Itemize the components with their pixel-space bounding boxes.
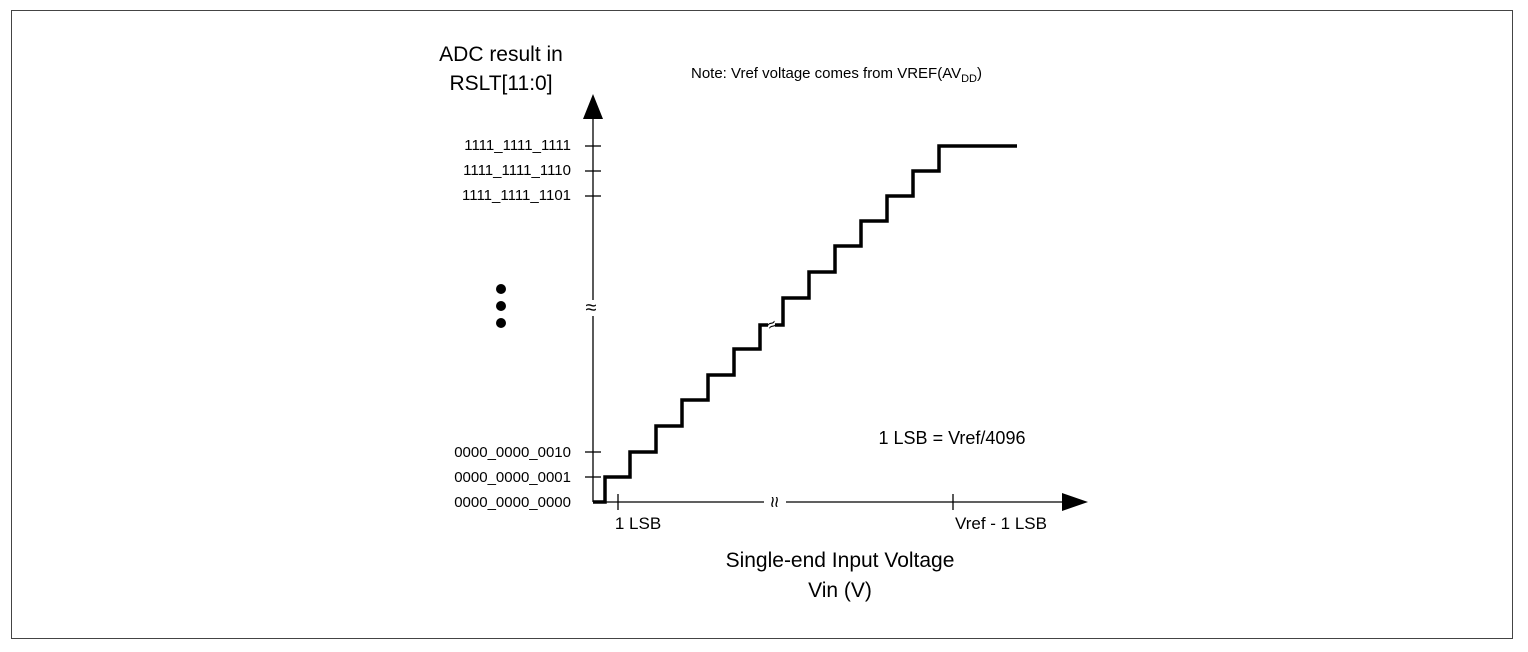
vref-note: Note: Vref voltage comes from VREF(AVDD)	[691, 65, 982, 85]
x-tick-label-lsb: 1 LSB	[615, 514, 661, 533]
x-axis-arrowhead	[1062, 493, 1088, 511]
y-tick-label: 0000_0000_0010	[454, 444, 571, 461]
y-axis-title-line1: ADC result in	[439, 43, 563, 66]
x-axis-title-line1: Single-end Input Voltage	[726, 549, 955, 572]
staircase-lower	[593, 323, 768, 504]
lsb-formula: 1 LSB = Vref/4096	[879, 428, 1026, 448]
y-tick-label: 1111_1111_1101	[462, 187, 571, 204]
diagram-frame	[11, 10, 1513, 639]
y-axis-title-line2: RSLT[11:0]	[449, 72, 552, 95]
y-tick-label: 1111_1111_1111	[464, 137, 571, 154]
x-tick-label-vref: Vref - 1 LSB	[955, 514, 1047, 533]
y-tick-label: 0000_0000_0001	[454, 469, 571, 486]
y-axis-ticks	[585, 145, 601, 478]
vref-note-subscript: DD	[961, 73, 977, 85]
y-tick-label: 1111_1111_1110	[463, 162, 571, 179]
x-axis-break-icon: ≈	[763, 497, 785, 508]
y-tick-label: 0000_0000_0000	[454, 494, 571, 511]
y-axis-break-icon: ≈	[586, 297, 597, 319]
ellipsis-dot	[496, 301, 506, 311]
vref-note-prefix: Note: Vref voltage comes from VREF(AV	[691, 65, 961, 82]
staircase-upper	[775, 144, 1017, 327]
x-axis-title-line2: Vin (V)	[808, 579, 872, 602]
ellipsis-dot	[496, 318, 506, 328]
ellipsis-dot	[496, 284, 506, 294]
y-axis-arrowhead	[583, 94, 603, 119]
vref-note-suffix: )	[977, 65, 982, 82]
